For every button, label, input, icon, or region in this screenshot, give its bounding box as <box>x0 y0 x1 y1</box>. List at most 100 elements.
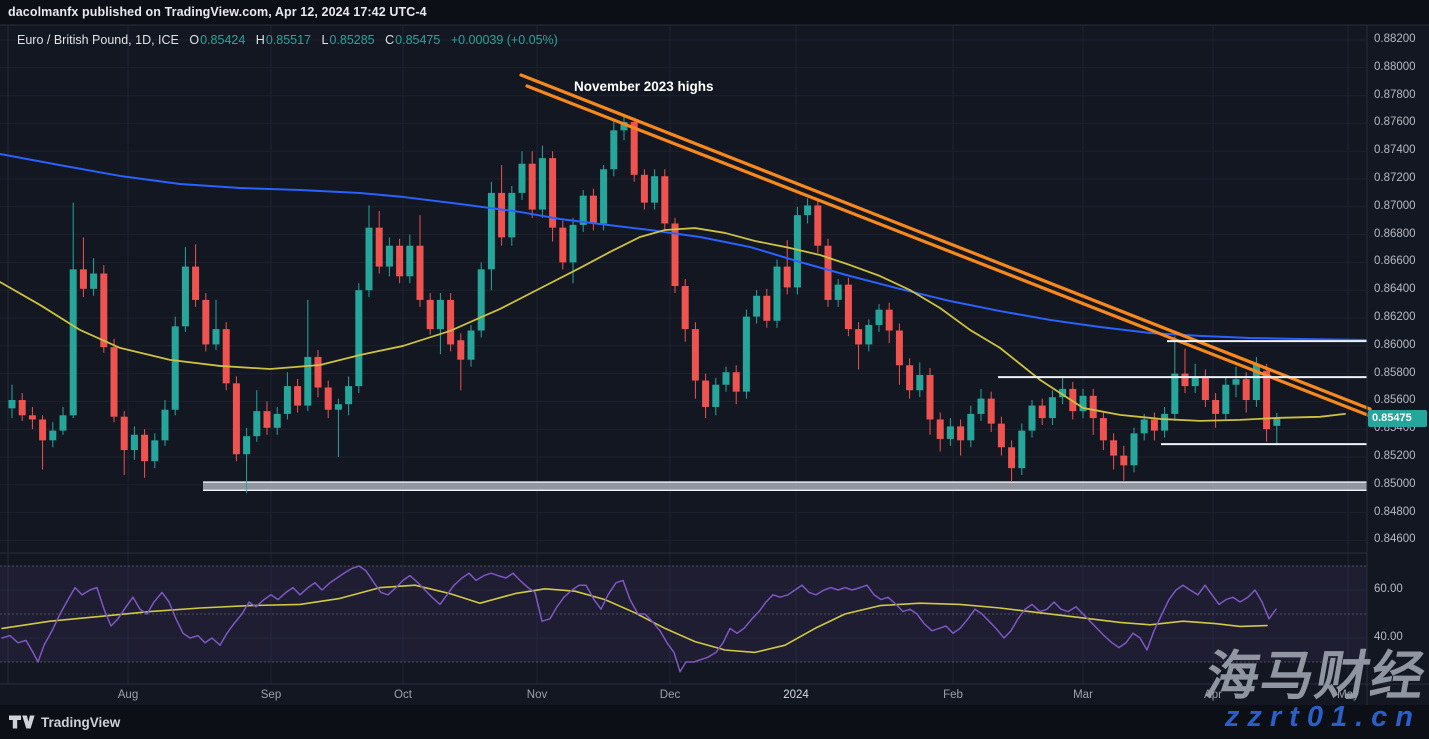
indicator-tick-label: 60.00 <box>1374 583 1403 595</box>
trendline[interactable] <box>525 84 1375 419</box>
current-price-label: 0.85475 <box>1368 410 1427 428</box>
candle-body <box>977 398 985 414</box>
symbol-title: Euro / British Pound, 1D, ICE <box>17 33 179 47</box>
price-tick-label: 0.87000 <box>1374 199 1416 212</box>
candle-body <box>783 266 791 288</box>
candle-body <box>110 347 118 417</box>
candle-body <box>396 245 404 277</box>
candle-body <box>508 192 516 238</box>
candle-body <box>467 330 475 360</box>
brand-name[interactable]: TradingView <box>41 714 121 730</box>
low-value: 0.85285 <box>329 33 375 47</box>
candle-body <box>355 290 363 387</box>
candle-body <box>610 130 618 170</box>
price-tick-label: 0.86200 <box>1374 311 1416 323</box>
candle-body <box>906 365 914 391</box>
candle-body <box>753 295 761 317</box>
candle-body <box>90 273 98 289</box>
candle-body <box>498 192 506 238</box>
candle-body <box>773 266 781 321</box>
candle-body <box>1252 363 1260 401</box>
candle-body <box>640 174 648 203</box>
candle-body <box>844 284 852 330</box>
candle-body <box>161 409 169 441</box>
candle-body <box>722 372 730 385</box>
candle-body <box>712 384 720 407</box>
candle-body <box>171 326 179 410</box>
candle-body <box>436 299 444 330</box>
time-tick-label: Feb <box>943 689 963 701</box>
candle-body <box>1099 418 1107 441</box>
candle-body <box>385 245 393 267</box>
candle-body <box>651 176 659 203</box>
candle-body <box>222 329 230 384</box>
candle-body <box>273 413 281 428</box>
ma-slow-line <box>0 152 1367 341</box>
candle-body <box>1130 433 1138 466</box>
candle-body <box>1048 397 1056 419</box>
candle-body <box>702 380 710 407</box>
candle-body <box>661 176 669 224</box>
price-tick-label: 0.86800 <box>1374 227 1416 240</box>
support-zone[interactable] <box>203 482 1367 491</box>
time-tick-label: Mar <box>1073 689 1093 701</box>
candle-body <box>130 434 138 451</box>
time-tick-label: Apr <box>1204 689 1222 701</box>
close-value: 0.85475 <box>395 33 441 47</box>
price-tick-label: 0.84600 <box>1374 533 1416 546</box>
price-tick-label: 0.88200 <box>1374 33 1416 45</box>
candle-body <box>793 215 801 288</box>
price-tick-label: 0.86400 <box>1374 283 1416 296</box>
symbol-legend[interactable]: Euro / British Pound, 1D, ICE O0.85424 H… <box>17 33 565 49</box>
indicator-tick-label: 40.00 <box>1374 631 1403 643</box>
high-label: H <box>255 33 265 47</box>
candle-body <box>538 158 546 210</box>
candle-body <box>1028 405 1036 431</box>
candle-body <box>936 419 944 439</box>
candle-body <box>1018 430 1026 469</box>
candle-body <box>1079 395 1087 412</box>
candle-body <box>334 404 342 410</box>
candle-body <box>732 372 740 392</box>
candle-body <box>1110 440 1118 456</box>
candle-body <box>1140 419 1148 434</box>
ma-fast-line <box>0 227 1346 422</box>
candle-body <box>69 269 77 416</box>
candle-body <box>1161 413 1169 431</box>
candle-body <box>120 416 128 451</box>
candle-body <box>742 316 750 392</box>
candle-body <box>1008 447 1016 469</box>
candle-body <box>1263 370 1271 430</box>
trendline[interactable] <box>519 73 1372 411</box>
chart-background[interactable] <box>0 25 1429 705</box>
candle-body <box>487 192 495 270</box>
price-tick-label: 0.85800 <box>1374 366 1416 379</box>
time-tick-label: Oct <box>394 689 412 701</box>
candle-body <box>620 122 628 131</box>
time-tick-label: Aug <box>117 689 139 701</box>
candle-body <box>630 122 638 175</box>
price-tick-label: 0.85600 <box>1374 394 1416 407</box>
price-tick-label: 0.88000 <box>1374 60 1416 73</box>
candle-body <box>987 398 995 424</box>
candle-body <box>426 299 434 330</box>
price-tick-label: 0.85200 <box>1374 450 1416 462</box>
candle-body <box>589 195 597 224</box>
candle-body <box>926 374 934 420</box>
change-value: +0.00039 (+0.05%) <box>450 33 558 47</box>
candle-body <box>885 309 893 331</box>
candle-body <box>997 423 1005 448</box>
candle-body <box>263 411 271 428</box>
candle-body <box>283 386 291 414</box>
candle-body <box>967 413 975 441</box>
high-value: 0.85517 <box>265 33 311 47</box>
price-tick-label: 0.84800 <box>1374 505 1416 518</box>
tradingview-logo-icon[interactable] <box>8 712 35 732</box>
candle-body <box>406 245 414 277</box>
candle-body <box>477 269 485 331</box>
candle-body <box>49 430 57 441</box>
candle-body <box>314 356 322 388</box>
time-tick-label: Nov <box>526 689 548 701</box>
